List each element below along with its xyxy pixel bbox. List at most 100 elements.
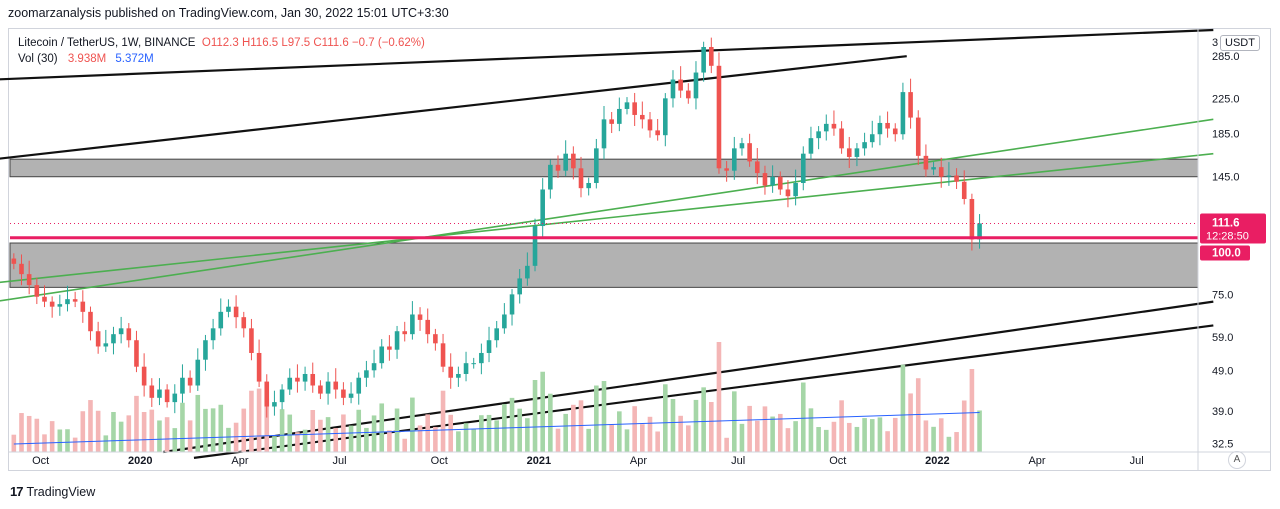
- candle-body: [310, 373, 316, 386]
- candle-body: [716, 65, 722, 169]
- candle-body: [448, 366, 454, 378]
- volume-bar: [908, 393, 913, 452]
- candle-body: [494, 328, 499, 341]
- y-tick-label: 3: [1212, 37, 1218, 49]
- volume-bar: [578, 400, 584, 452]
- volume-bar: [724, 437, 729, 452]
- y-tick-label: 75.0: [1212, 289, 1233, 301]
- candle-body: [379, 346, 385, 364]
- candle-body: [747, 143, 752, 162]
- volume-bar: [647, 416, 653, 452]
- volume-bar: [816, 427, 821, 452]
- volume-bar: [371, 415, 377, 452]
- candle-body: [157, 389, 162, 398]
- y-tick-label: 49.0: [1212, 365, 1233, 377]
- volume-bar: [716, 342, 722, 452]
- candle-body: [364, 370, 369, 378]
- volume-bar: [571, 404, 576, 452]
- volume-bar: [11, 434, 17, 452]
- tradingview-logo-icon: 17: [10, 484, 24, 499]
- volume-bar: [364, 427, 369, 452]
- volume-bar: [885, 431, 890, 452]
- candle-body: [831, 123, 837, 129]
- candle-body: [325, 381, 331, 394]
- auto-scale-button[interactable]: A: [1228, 451, 1246, 469]
- volume-bar: [210, 408, 216, 452]
- candle-body: [938, 167, 944, 177]
- volume-bar: [471, 429, 477, 452]
- candle-body: [11, 258, 17, 264]
- candle-body: [187, 377, 193, 386]
- volume-label[interactable]: Vol (30): [18, 53, 58, 65]
- candle-body: [525, 265, 530, 279]
- candle-body: [295, 377, 300, 382]
- y-tick-label: 39.0: [1212, 406, 1233, 418]
- candle-body: [601, 119, 607, 149]
- candle-body: [180, 377, 185, 394]
- candle-body: [839, 128, 844, 149]
- volume-bar: [318, 419, 323, 452]
- channel-top-line: [0, 28, 1214, 81]
- candle-body: [394, 331, 400, 350]
- volume-bar: [632, 406, 637, 452]
- currency-button[interactable]: USDT: [1220, 35, 1260, 51]
- y-tick-label: 225.0: [1212, 93, 1240, 105]
- candle-body: [632, 102, 637, 115]
- volume-bar: [310, 410, 316, 452]
- volume-bar: [594, 385, 599, 452]
- volume-bar: [26, 415, 32, 452]
- candle-body: [816, 131, 821, 139]
- volume-bar: [287, 414, 293, 452]
- volume-bar: [655, 431, 660, 452]
- volume-bar: [256, 388, 262, 452]
- volume-bar: [249, 390, 254, 452]
- candle-body: [141, 366, 147, 386]
- volume-bar: [563, 413, 568, 452]
- volume-bar: [387, 430, 392, 452]
- volume-bar: [777, 413, 783, 452]
- candle-body: [118, 328, 124, 335]
- candle-body: [272, 402, 277, 407]
- candle-body: [348, 393, 354, 398]
- change-value: −0.7 (−0.62%): [351, 37, 425, 49]
- volume-bar: [640, 424, 645, 452]
- volume-bar: [869, 419, 875, 452]
- volume-bar: [417, 425, 423, 452]
- volume-bar: [823, 429, 829, 452]
- candle-body: [72, 299, 78, 302]
- candle-body: [885, 122, 890, 129]
- candle-body: [678, 79, 683, 91]
- publisher-line: zoomarzanalysis published on TradingView…: [8, 6, 449, 20]
- volume-bar: [509, 397, 515, 452]
- candle-body: [463, 363, 469, 374]
- open-value: O112.3: [201, 37, 239, 49]
- volume-bar: [977, 410, 982, 452]
- candle-body: [686, 90, 691, 99]
- x-tick-label: Apr: [231, 455, 248, 467]
- candle-body: [823, 123, 829, 132]
- candle-body: [49, 301, 55, 307]
- candle-body: [540, 189, 545, 227]
- symbol-label[interactable]: Litecoin / TetherUS, 1W, BINANCE: [18, 37, 196, 49]
- footer-brand[interactable]: TradingView: [26, 484, 96, 499]
- volume-bar: [463, 423, 469, 452]
- volume-bar: [486, 414, 492, 452]
- high-value: H116.5: [241, 37, 279, 49]
- volume-bar: [348, 425, 354, 452]
- footer: 17 TradingView: [10, 484, 95, 499]
- candle-body: [663, 98, 668, 136]
- volume-bar: [793, 421, 798, 452]
- candle-body: [877, 122, 883, 135]
- level-badge-bg: [1200, 245, 1250, 261]
- candle-body: [617, 108, 622, 124]
- candle-body: [793, 182, 798, 197]
- volume-bar: [379, 403, 385, 452]
- volume-bar: [601, 381, 607, 452]
- candle-body: [977, 223, 982, 240]
- zone-1: [9, 242, 1199, 288]
- price-badge-bg: [1200, 213, 1266, 244]
- x-tick-label: Jul: [1130, 455, 1144, 467]
- x-axis: Oct 2020 Apr Jul Oct 2021 Apr Jul Oct 2022 Apr Jul: [32, 455, 1144, 467]
- candle-body: [647, 119, 653, 131]
